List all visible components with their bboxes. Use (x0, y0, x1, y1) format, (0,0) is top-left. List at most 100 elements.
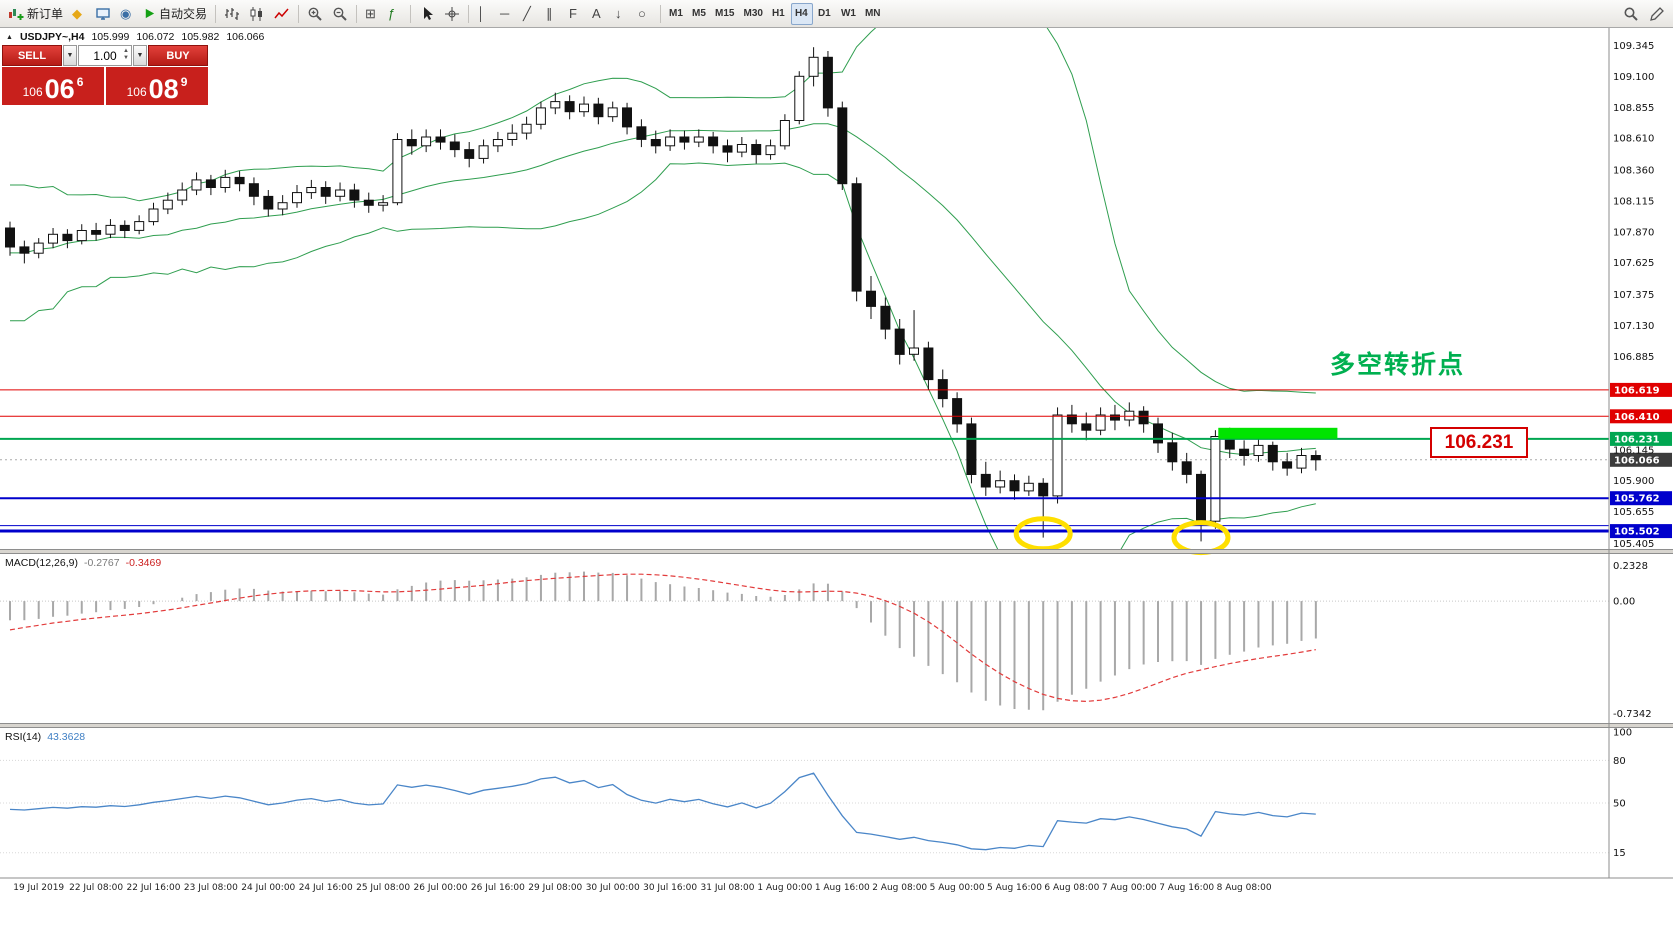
svg-text:22 Jul 08:00: 22 Jul 08:00 (69, 883, 123, 893)
crosshair-button[interactable] (440, 3, 464, 25)
svg-text:1 Aug 16:00: 1 Aug 16:00 (815, 883, 870, 893)
timeframe-m15-button[interactable]: M15 (711, 3, 738, 25)
candlestick-chart-button[interactable] (245, 3, 269, 25)
svg-text:107.375: 107.375 (1613, 290, 1654, 301)
cursor-button[interactable] (415, 3, 439, 25)
search-button[interactable] (1619, 3, 1643, 25)
sell-dropdown-button[interactable]: ▼ (63, 45, 77, 66)
macd-panel (0, 571, 1609, 711)
timeframe-h1-button-label: H1 (771, 8, 785, 19)
zoom-in-icon (307, 6, 323, 22)
text-label-button[interactable]: A (588, 3, 610, 25)
horizontal-line-button[interactable]: ─ (496, 3, 518, 25)
trendline-button[interactable]: ╱ (519, 3, 541, 25)
price-axis (1608, 27, 1672, 878)
svg-text:15: 15 (1613, 848, 1626, 859)
line-chart-button[interactable] (270, 3, 294, 25)
timeframe-m15-button-label: M15 (715, 8, 735, 19)
quick-message-button[interactable] (1645, 3, 1669, 25)
sell-price-prefix: 106 (22, 85, 43, 99)
svg-text:100: 100 (1613, 728, 1632, 739)
trendline-icon: ╱ (523, 6, 531, 21)
zoom-out-icon (332, 6, 348, 22)
ellipse-annotation[interactable] (1013, 516, 1073, 552)
timeframe-m30-button-label: M30 (743, 8, 763, 19)
svg-text:8 Aug 08:00: 8 Aug 08:00 (1217, 883, 1272, 893)
timeframe-m1-button[interactable]: M1 (665, 3, 687, 25)
timeframe-mn-button-label: MN (864, 8, 881, 19)
horizontal-line-icon: ─ (500, 6, 510, 21)
volume-down-button[interactable]: ▼ (123, 55, 129, 62)
timeframe-m1-button-label: M1 (669, 8, 683, 19)
panel-separator[interactable] (0, 723, 1673, 728)
buy-dropdown-button[interactable]: ▼ (133, 45, 147, 66)
fibonacci-retracement-button[interactable]: F (565, 3, 587, 25)
buy-price-box[interactable]: 106 08 9 (106, 67, 208, 105)
svg-text:0.2328: 0.2328 (1613, 561, 1648, 572)
svg-text:19 Jul 2019: 19 Jul 2019 (13, 883, 64, 893)
timeframe-d1-button[interactable]: D1 (814, 3, 836, 25)
market-watch-button[interactable] (91, 3, 115, 25)
indicators-button[interactable]: ƒ (384, 3, 406, 25)
timeframe-mn-button[interactable]: MN (861, 3, 885, 25)
toolbar-separator (468, 4, 470, 23)
rsi-label: RSI(14) 43.3628 (5, 731, 85, 743)
autotrading-icon (143, 7, 156, 20)
svg-text:108.360: 108.360 (1613, 165, 1654, 176)
svg-text:31 Jul 08:00: 31 Jul 08:00 (701, 883, 755, 893)
bar-chart-button[interactable] (220, 3, 244, 25)
sell-button[interactable]: SELL (2, 45, 62, 66)
volume-up-button[interactable]: ▲ (123, 48, 129, 54)
svg-text:106.619: 106.619 (1614, 385, 1660, 396)
text-label-icon: A (592, 6, 601, 21)
timeframe-h1-button[interactable]: H1 (768, 3, 790, 25)
navigator-button[interactable]: ◉ (116, 3, 138, 25)
volume-value: 1.00 (93, 48, 117, 63)
timeframe-h4-button[interactable]: H4 (790, 2, 813, 25)
macd-title: MACD(12,26,9) (5, 557, 78, 569)
zoom-in-button[interactable] (303, 3, 327, 25)
new-order-button[interactable]: 新订单 (4, 3, 67, 25)
svg-text:106.066: 106.066 (1614, 455, 1660, 466)
svg-text:1 Aug 00:00: 1 Aug 00:00 (757, 883, 812, 893)
highlight-zone[interactable] (1218, 427, 1338, 439)
panel-separator[interactable] (0, 549, 1673, 554)
svg-text:106.145: 106.145 (1613, 445, 1654, 456)
macd-main-value: -0.2767 (83, 557, 120, 569)
price-axis-badge (1610, 524, 1672, 539)
timeframe-m30-button[interactable]: M30 (739, 3, 766, 25)
turning-point-annotation[interactable]: 多空转折点 (1330, 351, 1466, 379)
chart-symbol-title: USDJPY~,H4 (19, 31, 85, 43)
autotrading-button[interactable]: 自动交易 (139, 3, 211, 25)
svg-text:30 Jul 00:00: 30 Jul 00:00 (586, 883, 640, 893)
timeframe-m5-button-label: M5 (692, 8, 706, 19)
svg-text:22 Jul 16:00: 22 Jul 16:00 (127, 883, 181, 893)
svg-text:106.885: 106.885 (1613, 352, 1654, 363)
sell-price-box[interactable]: 106 06 6 (2, 67, 104, 105)
price-axis-badge (1610, 431, 1672, 446)
timeframe-w1-button-label: W1 (840, 8, 856, 19)
price-callout-box[interactable]: 106.231 (1430, 427, 1528, 458)
arrow-objects-button[interactable]: ↓ (611, 3, 633, 25)
sell-price-big: 06 (44, 74, 75, 105)
svg-text:107.625: 107.625 (1613, 258, 1654, 269)
toolbar-separator (215, 4, 217, 23)
timeframe-w1-button[interactable]: W1 (837, 3, 860, 25)
volume-field[interactable]: 1.00 ▲ ▼ (78, 45, 132, 66)
zoom-out-button[interactable] (328, 3, 352, 25)
shapes-button[interactable]: ○ (634, 3, 656, 25)
timeframe-m5-button[interactable]: M5 (688, 3, 710, 25)
svg-text:109.345: 109.345 (1613, 41, 1654, 52)
tile-windows-button[interactable]: ⊞ (361, 3, 383, 25)
vertical-line-button[interactable]: │ (473, 3, 495, 25)
main-chart-panel (0, 27, 1609, 549)
equidistant-channel-button[interactable]: ∥ (542, 3, 564, 25)
buy-button[interactable]: BUY (148, 45, 208, 66)
metaquotes-community-button[interactable]: ◆ (68, 3, 90, 25)
bollinger-bands (10, 27, 1316, 549)
chevron-down-icon: ▼ (136, 52, 144, 59)
svg-text:23 Jul 08:00: 23 Jul 08:00 (184, 883, 238, 893)
toolbar: 新订单 ◆ ◉ 自动交易 ⊞ ƒ │ ─ ╱ ∥ F A ↓ ○ M1 M5 M15 M30 H1 H4 D1 W1 MN (0, 0, 1673, 28)
